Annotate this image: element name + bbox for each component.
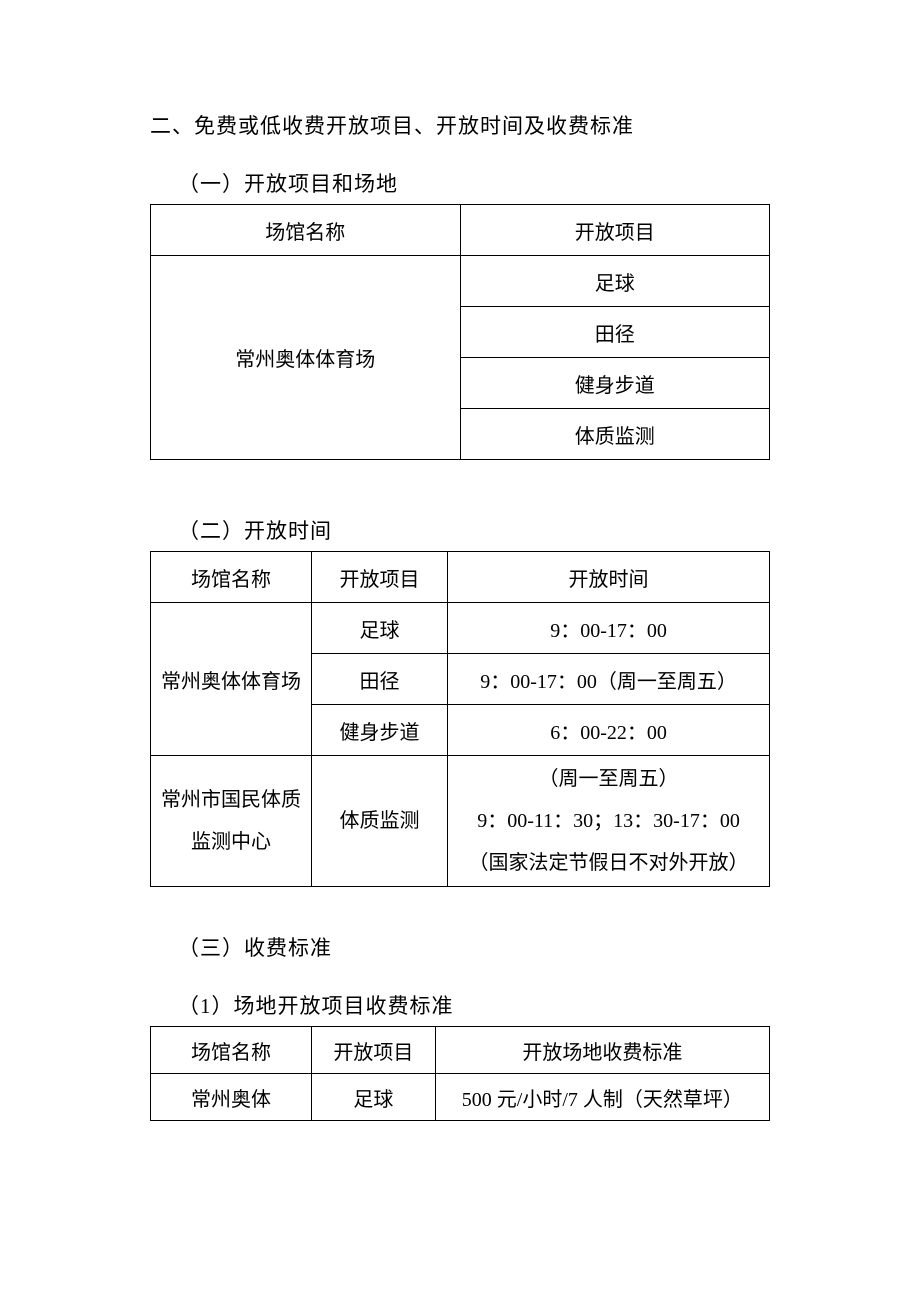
subsection-2-title: （二）开放时间 — [178, 515, 770, 545]
time-cell: 9：00-17：00（周一至周五） — [448, 654, 770, 705]
header-time: 开放时间 — [448, 552, 770, 603]
table-row: 常州奥体体育场 足球 9：00-17：00 — [151, 603, 770, 654]
time-cell: 9：00-17：00 — [448, 603, 770, 654]
opening-hours-table: 场馆名称 开放项目 开放时间 常州奥体体育场 足球 9：00-17：00 田径 … — [150, 551, 770, 887]
fee-cell: 500 元/小时/7 人制（天然草坪） — [435, 1074, 769, 1121]
item-cell: 田径 — [460, 307, 770, 358]
time-line: （周一至周五） — [448, 758, 769, 800]
item-cell: 健身步道 — [460, 358, 770, 409]
subsection-1-title: （一）开放项目和场地 — [178, 168, 770, 198]
header-item: 开放项目 — [460, 205, 770, 256]
item-cell: 体质监测 — [311, 756, 447, 887]
time-line: 9：00-11：30；13：30-17：00 — [448, 800, 769, 842]
table-header-row: 场馆名称 开放项目 开放场地收费标准 — [151, 1027, 770, 1074]
section-heading: 二、免费或低收费开放项目、开放时间及收费标准 — [150, 110, 770, 140]
table-header-row: 场馆名称 开放项目 — [151, 205, 770, 256]
time-cell: 6：00-22：00 — [448, 705, 770, 756]
header-venue: 场馆名称 — [151, 552, 312, 603]
item-cell: 足球 — [311, 1074, 435, 1121]
venue-cell: 常州奥体 — [151, 1074, 312, 1121]
header-item: 开放项目 — [311, 1027, 435, 1074]
time-line: （国家法定节假日不对外开放） — [448, 842, 769, 884]
time-cell: （周一至周五） 9：00-11：30；13：30-17：00 （国家法定节假日不… — [448, 756, 770, 887]
document-page: 二、免费或低收费开放项目、开放时间及收费标准 （一）开放项目和场地 场馆名称 开… — [0, 0, 920, 1301]
table-row: 常州奥体 足球 500 元/小时/7 人制（天然草坪） — [151, 1074, 770, 1121]
item-cell: 足球 — [460, 256, 770, 307]
venue-cell: 常州奥体体育场 — [151, 603, 312, 756]
header-item: 开放项目 — [311, 552, 447, 603]
table-row: 常州奥体体育场 足球 — [151, 256, 770, 307]
table-row: 常州市国民体质监测中心 体质监测 （周一至周五） 9：00-11：30；13：3… — [151, 756, 770, 887]
item-cell: 体质监测 — [460, 409, 770, 460]
venue-cell: 常州市国民体质监测中心 — [151, 756, 312, 887]
subsection-3-title: （三）收费标准 — [178, 932, 770, 962]
fee-standard-table: 场馆名称 开放项目 开放场地收费标准 常州奥体 足球 500 元/小时/7 人制… — [150, 1026, 770, 1121]
subsection-3-sub: （1）场地开放项目收费标准 — [178, 990, 770, 1020]
item-cell: 健身步道 — [311, 705, 447, 756]
item-cell: 足球 — [311, 603, 447, 654]
venue-cell: 常州奥体体育场 — [151, 256, 461, 460]
header-fee: 开放场地收费标准 — [435, 1027, 769, 1074]
table-header-row: 场馆名称 开放项目 开放时间 — [151, 552, 770, 603]
header-venue: 场馆名称 — [151, 205, 461, 256]
venue-items-table: 场馆名称 开放项目 常州奥体体育场 足球 田径 健身步道 体质监测 — [150, 204, 770, 460]
header-venue: 场馆名称 — [151, 1027, 312, 1074]
item-cell: 田径 — [311, 654, 447, 705]
